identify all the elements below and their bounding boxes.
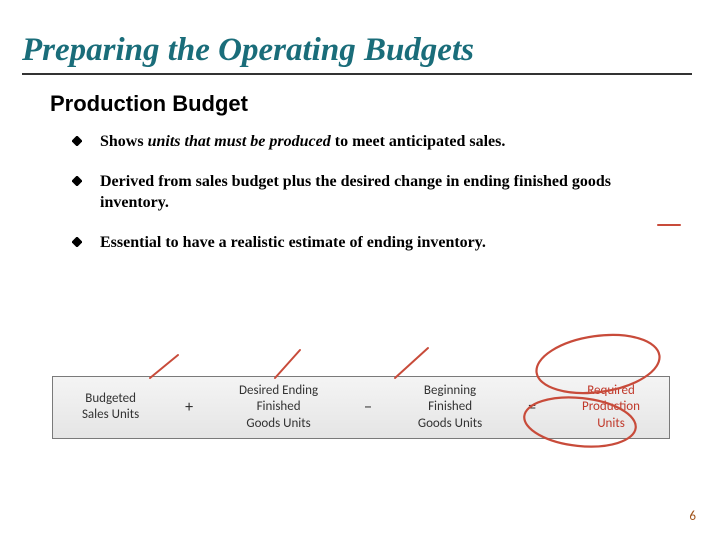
bullet-pre: Essential to have a realistic estimate o… xyxy=(100,234,486,251)
formula-op: + xyxy=(181,398,197,417)
term-line: Production xyxy=(582,399,640,414)
term-line: Required xyxy=(587,383,635,398)
term-line: Beginning xyxy=(424,383,476,398)
term-line: Budgeted xyxy=(85,391,136,406)
bullet-item: Essential to have a realistic estimate o… xyxy=(72,232,670,254)
term-line: Units xyxy=(597,416,625,431)
term-line: Finished xyxy=(428,399,472,414)
bullet-item: Derived from sales budget plus the desir… xyxy=(72,171,670,214)
bullet-pre: Shows xyxy=(100,133,148,150)
diamond-icon xyxy=(72,237,82,247)
slide-subtitle: Production Budget xyxy=(0,75,720,127)
formula-term: Beginning Finished Goods Units xyxy=(418,383,482,432)
formula-op: = xyxy=(524,398,540,417)
term-line: Finished xyxy=(257,399,301,414)
bullet-item: Shows units that must be produced to mee… xyxy=(72,131,670,153)
bullet-list: Shows units that must be produced to mee… xyxy=(0,127,720,253)
bullet-text: Derived from sales budget plus the desir… xyxy=(100,171,670,214)
tick-mark xyxy=(395,348,428,378)
bullet-post: to meet anticipated sales. xyxy=(331,133,506,150)
slide-title: Preparing the Operating Budgets xyxy=(0,0,720,73)
bullet-italic: units that must be produced xyxy=(148,133,331,150)
bullet-pre: Derived from sales budget plus the desir… xyxy=(100,173,611,212)
bullet-text: Shows units that must be produced to mee… xyxy=(100,131,505,153)
formula-term: Desired Ending Finished Goods Units xyxy=(239,383,318,432)
term-line: Goods Units xyxy=(246,416,310,431)
tick-mark xyxy=(275,350,300,378)
formula-term: Budgeted Sales Units xyxy=(82,391,139,424)
tick-mark xyxy=(150,355,178,378)
term-line: Desired Ending xyxy=(239,383,318,398)
formula-box: Budgeted Sales Units + Desired Ending Fi… xyxy=(52,376,670,439)
formula-container: Budgeted Sales Units + Desired Ending Fi… xyxy=(52,376,670,439)
formula-op: − xyxy=(360,398,376,417)
diamond-icon xyxy=(72,176,82,186)
term-line: Sales Units xyxy=(82,407,139,422)
diamond-icon xyxy=(72,136,82,146)
term-line: Goods Units xyxy=(418,416,482,431)
page-number: 6 xyxy=(689,509,696,524)
formula-term-result: Required Production Units xyxy=(582,383,640,432)
bullet-text: Essential to have a realistic estimate o… xyxy=(100,232,486,254)
